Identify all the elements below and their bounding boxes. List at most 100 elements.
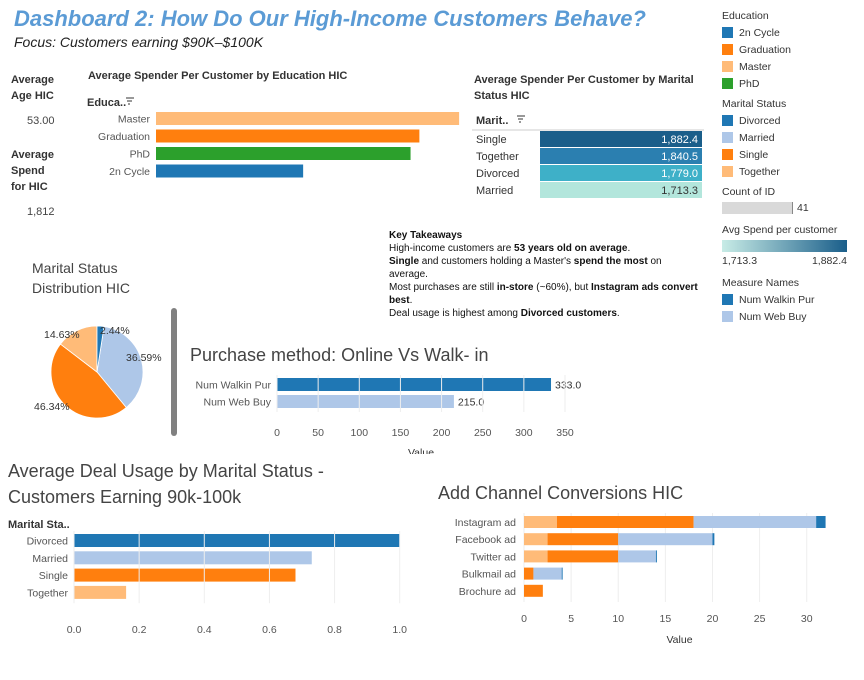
legend-swatch bbox=[722, 149, 733, 160]
table-cell-married bbox=[540, 182, 702, 198]
marital-legend-item-together[interactable]: Together bbox=[722, 163, 857, 180]
spend-kpi-label-line3: for HIC bbox=[11, 181, 48, 193]
legend-swatch bbox=[722, 294, 733, 305]
bar-segment-twitter-ad-single bbox=[547, 550, 619, 563]
category-label-together: Together bbox=[27, 587, 68, 599]
channels-bar-chart: Instagram ad Facebook ad Twitter ad Bulkmai… bbox=[455, 513, 826, 645]
bar-segment-bulkmail-ad-divorced bbox=[561, 567, 563, 580]
data-label-num-walkin-pur: 333.0 bbox=[555, 380, 581, 392]
marital-legend-item-married[interactable]: Married bbox=[722, 129, 857, 146]
pie-slice-single bbox=[50, 343, 127, 418]
avgspend-legend-title: Avg Spend per customer bbox=[722, 224, 838, 236]
table-row-label-single: Single bbox=[476, 134, 507, 146]
x-tick-label: 20 bbox=[707, 613, 719, 625]
sort-icon bbox=[126, 97, 134, 105]
bar-single bbox=[74, 568, 296, 582]
education-legend-item-2n-cycle[interactable]: 2n Cycle bbox=[722, 24, 857, 41]
x-tick-label: 0.0 bbox=[67, 624, 82, 636]
count-legend-value: 41 bbox=[797, 202, 809, 214]
bar-together bbox=[74, 585, 127, 599]
education-legend-item-master[interactable]: Master bbox=[722, 58, 857, 75]
x-tick-label: 25 bbox=[754, 613, 766, 625]
table-cell-single bbox=[540, 131, 702, 147]
avgspend-gradient bbox=[722, 240, 847, 252]
bar-graduation bbox=[156, 129, 420, 143]
legend-swatch bbox=[722, 61, 733, 72]
bar-segment-facebook-ad-divorced bbox=[712, 533, 715, 546]
category-label-single: Single bbox=[39, 570, 68, 582]
education-legend-item-graduation[interactable]: Graduation bbox=[722, 41, 857, 58]
x-tick-label: 0.6 bbox=[262, 624, 277, 636]
bar-segment-bulkmail-ad-married bbox=[533, 567, 562, 580]
legend-swatch bbox=[722, 115, 733, 126]
legend-label: Married bbox=[739, 131, 775, 144]
takeaways-heading: Key Takeaways bbox=[389, 230, 463, 241]
category-label-master: Master bbox=[118, 114, 151, 126]
table-row-label-together: Together bbox=[476, 151, 519, 163]
data-label-num-web-buy: 215.0 bbox=[458, 397, 484, 409]
category-label-twitter-ad: Twitter ad bbox=[470, 551, 516, 563]
measure-legend-item-num-walkin-pur[interactable]: Num Walkin Pur bbox=[722, 291, 857, 308]
legend-label: Graduation bbox=[739, 43, 791, 56]
pie-label-together: 14.63% bbox=[44, 329, 80, 341]
legend-label: Divorced bbox=[739, 114, 781, 127]
channels-chart-title: Add Channel Conversions HIC bbox=[438, 483, 684, 503]
category-label-facebook-ad: Facebook ad bbox=[455, 534, 516, 546]
edu-chart-title: Average Spender Per Customer by Educatio… bbox=[88, 70, 348, 82]
category-label-instagram-ad: Instagram ad bbox=[455, 517, 516, 529]
category-label-num-walkin-pur: Num Walkin Pur bbox=[196, 380, 272, 392]
table-row-label-married: Married bbox=[476, 185, 513, 197]
category-label-2n-cycle: 2n Cycle bbox=[109, 166, 150, 178]
count-legend-title: Count of ID bbox=[722, 186, 776, 198]
x-tick-label: 150 bbox=[392, 427, 410, 439]
age-kpi-value: 53.00 bbox=[27, 115, 55, 127]
category-label-bulkmail-ad: Bulkmail ad bbox=[462, 569, 516, 581]
bar-master bbox=[156, 112, 460, 125]
dashboard-title: Dashboard 2: How Do Our High-Income Cust… bbox=[14, 6, 646, 31]
bar-2n-cycle bbox=[156, 164, 304, 178]
legend-label: PhD bbox=[739, 77, 760, 90]
measure-legend-item-num-web-buy[interactable]: Num Web Buy bbox=[722, 308, 857, 325]
x-tick-label: 200 bbox=[433, 427, 451, 439]
bar-phd bbox=[156, 147, 411, 160]
education-legend-title: Education bbox=[722, 10, 769, 22]
marital-legend-item-divorced[interactable]: Divorced bbox=[722, 112, 857, 129]
category-label-num-web-buy: Num Web Buy bbox=[204, 397, 272, 409]
bar-divorced bbox=[74, 534, 400, 547]
legend-swatch bbox=[722, 166, 733, 177]
table-row-label-divorced: Divorced bbox=[476, 168, 519, 180]
x-tick-label: 0 bbox=[274, 427, 280, 439]
table-cell-divorced bbox=[540, 165, 702, 181]
avgspend-range: 1,713.3 1,882.4 bbox=[722, 255, 847, 267]
x-tick-label: 100 bbox=[351, 427, 369, 439]
x-tick-label: 1.0 bbox=[392, 624, 407, 636]
category-label-brochure-ad: Brochure ad bbox=[459, 586, 516, 598]
bar-num-web-buy bbox=[277, 395, 454, 408]
education-legend-item-phd[interactable]: PhD bbox=[722, 75, 857, 92]
purchase-bar-chart: Num Walkin Pur 333.0 Num Web Buy 215.0 0 50 10… bbox=[196, 375, 581, 454]
vertical-scrollbar[interactable] bbox=[171, 308, 177, 436]
legend-label: Num Web Buy bbox=[739, 310, 807, 323]
count-legend-bar bbox=[722, 202, 793, 214]
marital-legend-item-single[interactable]: Single bbox=[722, 146, 857, 163]
key-takeaways: Key Takeaways High-income customers are … bbox=[389, 229, 699, 320]
legend-label: Single bbox=[739, 148, 769, 161]
y-axis-title: Educa.. bbox=[87, 97, 126, 109]
x-tick-label: 10 bbox=[612, 613, 624, 625]
bar-segment-twitter-ad-married bbox=[618, 550, 656, 563]
pie-chart-title: Marital Status Distribution HIC bbox=[32, 260, 131, 296]
spend-kpi-value: 1,812 bbox=[27, 206, 55, 218]
bar-segment-twitter-ad-together bbox=[524, 550, 548, 563]
pie-label-single: 46.34% bbox=[34, 401, 70, 413]
education-legend: 2n Cycle Graduation Master PhD bbox=[722, 24, 857, 92]
takeaway-deals: Deal usage is highest among Divorced cus… bbox=[389, 308, 620, 319]
category-label-graduation: Graduation bbox=[98, 131, 150, 143]
category-label-divorced: Divorced bbox=[27, 536, 69, 548]
category-label-married: Married bbox=[32, 553, 68, 565]
measure-legend: Num Walkin Pur Num Web Buy bbox=[722, 291, 857, 325]
table-value-divorced: 1,779.0 bbox=[661, 168, 698, 180]
spend-kpi-label: Average Spend for HIC bbox=[11, 147, 54, 195]
bar-segment-instagram-ad-married bbox=[693, 516, 817, 528]
avgspend-max: 1,882.4 bbox=[811, 255, 847, 267]
